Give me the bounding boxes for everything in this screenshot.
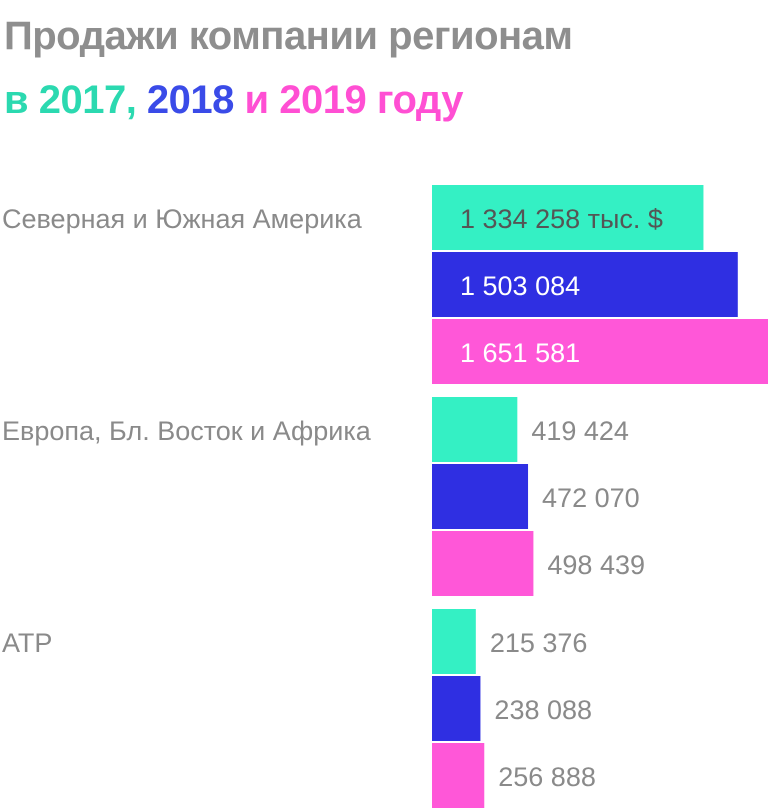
bar-2019 (432, 531, 534, 596)
value-label: 238 088 (494, 695, 592, 725)
bar-2017 (432, 185, 704, 250)
value-label: 1 651 581 (460, 338, 580, 368)
value-label: 256 888 (498, 762, 596, 792)
title-year-2019: 2019 (279, 78, 367, 122)
title-year-2018: 2018 (146, 78, 234, 122)
chart-title-line2: в 2017, 2018 и 2019 году (4, 76, 463, 124)
value-label: 498 439 (547, 550, 645, 580)
bar-2017 (432, 609, 476, 674)
title-year-2017: 2017 (38, 78, 126, 122)
bar-2018 (432, 252, 738, 317)
value-label: 419 424 (531, 416, 629, 446)
value-label: 215 376 (490, 628, 588, 658)
bar-2018 (432, 464, 529, 529)
category-label: АТР (2, 628, 52, 658)
value-label: 1 503 084 (460, 271, 580, 301)
chart-title-line1: Продажи компании регионам (4, 14, 573, 58)
title-suffix: году (366, 78, 464, 122)
bar-2019 (432, 319, 768, 384)
title-and: и (233, 78, 280, 122)
category-label: Европа, Бл. Восток и Африка (2, 416, 372, 446)
title-comma: , (125, 78, 147, 122)
title-prefix: в (4, 78, 39, 122)
value-label: 1 334 258 тыс. $ (460, 204, 663, 234)
value-label: 472 070 (542, 483, 640, 513)
bar-2018 (432, 676, 481, 741)
bar-2017 (432, 397, 518, 462)
category-label: Северная и Южная Америка (2, 204, 363, 234)
bar-2019 (432, 743, 485, 808)
